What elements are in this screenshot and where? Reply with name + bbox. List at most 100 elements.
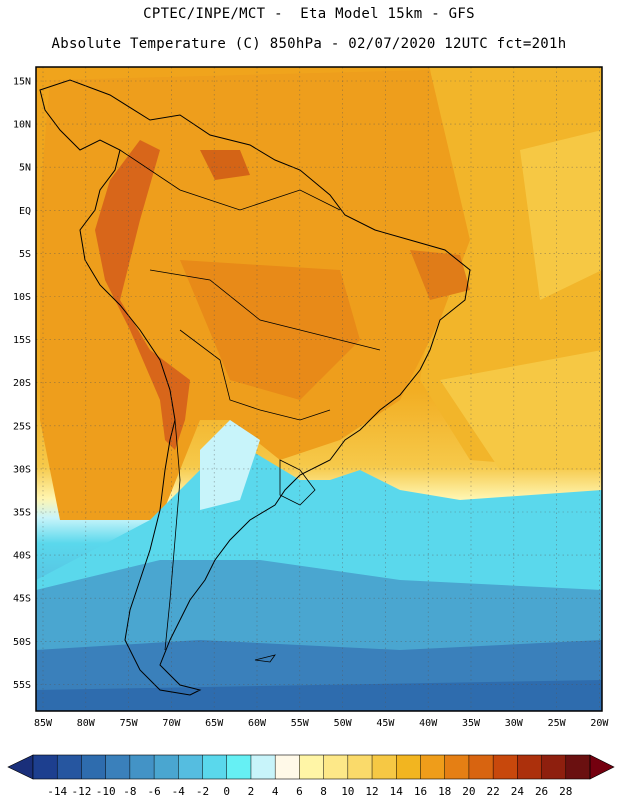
lon-tick-label: 40W	[419, 718, 438, 729]
colorbar-swatch	[517, 755, 542, 779]
field-northeast-hot	[410, 250, 470, 300]
lat-tick-label: 20S	[13, 378, 31, 389]
lat-tick-label: 45S	[13, 594, 31, 605]
colorbar-label: -2	[196, 785, 209, 798]
colorbar-label: 26	[535, 785, 548, 798]
colorbar-frame	[32, 754, 591, 780]
colorbar-label: 16	[414, 785, 427, 798]
lon-tick-label: 70W	[162, 718, 181, 729]
colorbar-label: 28	[559, 785, 572, 798]
colorbar-swatch	[565, 755, 591, 779]
lat-tick-label: 35S	[13, 508, 31, 519]
colorbar-swatch	[444, 755, 470, 779]
colorbar-label: 22	[487, 785, 500, 798]
temperature-field	[36, 67, 602, 711]
colorbar-swatch	[105, 755, 131, 779]
lon-tick-label: 65W	[205, 718, 224, 729]
colorbar-swatch	[493, 755, 518, 779]
coastline	[39, 79, 471, 696]
colorbar-swatch	[396, 755, 421, 779]
lon-tick-label: 25W	[548, 718, 567, 729]
border-uruguay	[279, 459, 316, 506]
lon-tick-label: 80W	[77, 718, 96, 729]
field-southeast-band	[440, 350, 602, 470]
field-andes-hot	[95, 140, 190, 450]
grid-lines	[36, 67, 602, 711]
lat-tick-label: 55S	[13, 680, 31, 691]
lat-tick-label: 25S	[13, 421, 31, 432]
field-pampas-cool	[200, 420, 260, 510]
field-polar-edge	[36, 680, 602, 711]
lat-tick-label: 10N	[13, 120, 31, 131]
lon-tick-label: 35W	[462, 718, 481, 729]
colorbar-swatch	[81, 755, 106, 779]
lat-tick-label: 5N	[19, 163, 31, 174]
colorbar-label: 24	[511, 785, 525, 798]
color-scale-bar: -14 -12 -10 -8 -6 -4 -2 0 2 4 6 8 10 12 14 16 18 20 22 24 26…	[7, 754, 615, 798]
lon-tick-label: 60W	[248, 718, 267, 729]
field-east-warm-patch	[520, 130, 602, 300]
colorbar-label: 14	[390, 785, 404, 798]
lat-tick-label: 10S	[13, 292, 31, 303]
field-central-warm	[180, 260, 360, 400]
lat-tick-label: 15S	[13, 335, 31, 346]
colorbar-label: -12	[71, 785, 91, 798]
colorbar-swatch	[226, 755, 252, 779]
colorbar-label: -8	[123, 785, 136, 798]
colorbar-swatch	[372, 755, 397, 779]
field-venezuela-hot	[200, 150, 250, 180]
colorbar-swatch	[250, 755, 276, 779]
colorbar-swatch	[202, 755, 228, 779]
colorbar-swatch	[129, 755, 155, 779]
latitude-axis: 15N 10N 5N EQ 5S 10S 15S 20S 25S 30S 35S 40S 45S 50S 5…	[13, 77, 31, 691]
lat-tick-label: 5S	[19, 249, 31, 260]
colorbar-label: 20	[462, 785, 475, 798]
longitude-axis: 85W 80W 75W 70W 65W 60W 55W 50W 45W 40W 35W 30W 25W 2…	[34, 718, 609, 729]
colorbar-label: 8	[320, 785, 327, 798]
colorbar-swatch	[420, 755, 445, 779]
plot-frame	[35, 66, 603, 712]
colorbar-swatch	[541, 755, 567, 779]
colorbar-swatch	[275, 755, 300, 779]
colorbar-swatch	[347, 755, 373, 779]
colorbar-swatch	[57, 755, 82, 779]
lat-tick-label: 15N	[13, 77, 31, 88]
colorbar-label: 0	[223, 785, 230, 798]
colorbar-label: 6	[296, 785, 303, 798]
colorbar-label: 18	[438, 785, 451, 798]
lon-tick-label: 45W	[376, 718, 395, 729]
colorbar-label: 4	[272, 785, 279, 798]
colorbar-low-arrow	[7, 754, 34, 780]
lon-tick-label: 75W	[120, 718, 139, 729]
colorbar-label: 10	[341, 785, 354, 798]
map-title-line2: Absolute Temperature (C) 850hPa - 02/07/…	[51, 36, 567, 52]
colorbar-label: -10	[96, 785, 116, 798]
lat-tick-label: 40S	[13, 551, 31, 562]
lat-tick-label: 30S	[13, 464, 31, 475]
colorbar-swatch	[178, 755, 203, 779]
lon-tick-label: 30W	[505, 718, 524, 729]
lat-tick-label: 50S	[13, 637, 31, 648]
map-title-line1: CPTEC/INPE/MCT - Eta Model 15km - GFS	[143, 6, 475, 22]
colorbar-swatch	[154, 755, 179, 779]
falkland-islands	[254, 654, 276, 663]
lon-tick-label: 20W	[590, 718, 609, 729]
colorbar-swatch	[299, 755, 324, 779]
lat-tick-label: EQ	[19, 206, 31, 217]
lon-tick-label: 85W	[34, 718, 53, 729]
colorbar-swatch	[33, 755, 58, 779]
border-chile-argentina	[164, 419, 181, 651]
colorbar-label: -6	[147, 785, 160, 798]
lon-tick-label: 55W	[291, 718, 310, 729]
colorbar-swatch	[468, 755, 494, 779]
colorbar-label: 2	[248, 785, 255, 798]
colorbar-label: 12	[365, 785, 378, 798]
colorbar-swatch	[323, 755, 349, 779]
border-central	[149, 269, 381, 351]
lon-tick-label: 50W	[334, 718, 353, 729]
colorbar-label: -4	[172, 785, 186, 798]
colorbar-label: -14	[47, 785, 67, 798]
colorbar-high-arrow	[589, 754, 615, 780]
border-south	[179, 329, 331, 421]
